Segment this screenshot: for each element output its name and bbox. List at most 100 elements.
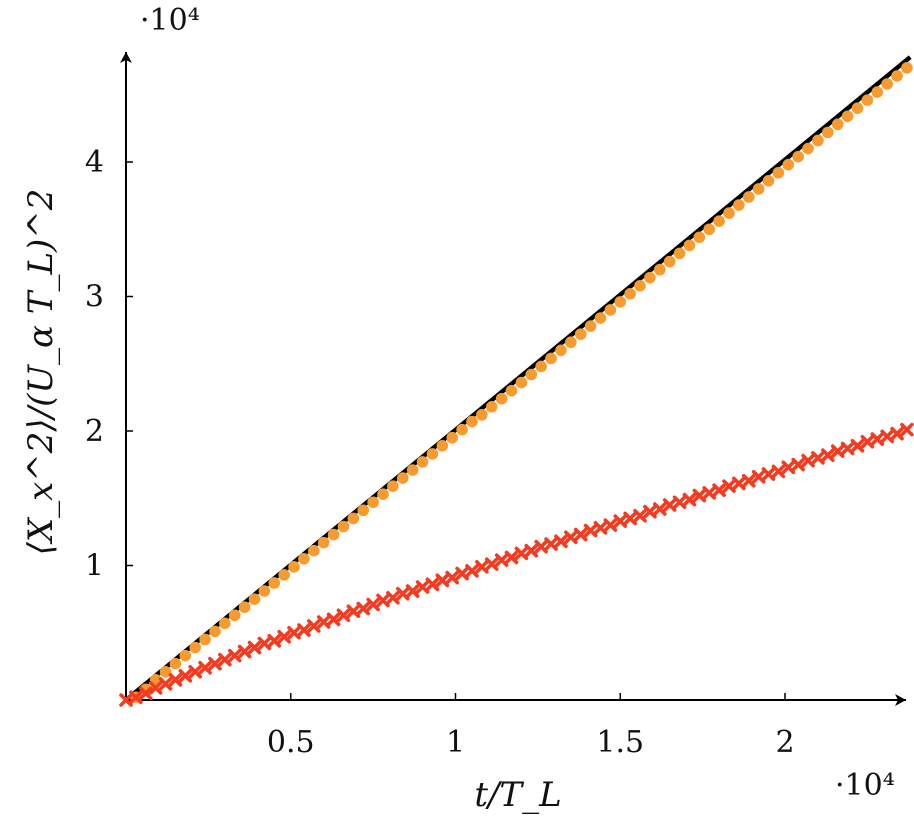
orange-circle-point <box>831 118 844 131</box>
orange-circle-point <box>792 150 804 163</box>
red-x-point <box>583 523 598 538</box>
orange-circle-point <box>238 601 251 613</box>
orange-circle-point <box>268 577 281 589</box>
orange-circle-point <box>248 593 261 605</box>
red-x-point <box>623 511 637 526</box>
red-x-point <box>395 586 410 601</box>
red-x-point <box>554 534 568 549</box>
red-x-point <box>346 604 361 619</box>
red-x-point <box>178 668 193 683</box>
red-x-point <box>682 492 697 507</box>
orange-circle-point <box>881 78 893 90</box>
orange-circle-point <box>169 657 182 670</box>
x-tick-label: 2 <box>775 725 794 760</box>
red-x-point <box>415 580 430 594</box>
red-x-point <box>218 652 232 667</box>
orange-circle-point <box>298 552 310 565</box>
red-x-point <box>662 498 677 512</box>
red-x-point <box>751 469 766 484</box>
red-x-point <box>247 640 262 655</box>
red-x-point <box>405 584 420 598</box>
orange-circle-point <box>782 158 795 171</box>
orange-circle-point <box>871 86 884 98</box>
orange-circle-point <box>337 520 350 533</box>
orange-circle-point <box>733 199 745 211</box>
red-x-point <box>534 539 548 554</box>
plot-series <box>119 55 914 707</box>
orange-circle-point <box>594 312 607 324</box>
orange-circle-point <box>209 625 221 638</box>
labels: ·10⁴ ·10⁴ 0.5 1 1.5 2 1 2 3 4 t/T_L ⟨X_x^2⟩/(U_α … <box>21 3 895 815</box>
orange-circle-point <box>742 191 755 203</box>
red-x-point <box>860 434 875 449</box>
red-x-point <box>771 464 786 479</box>
red-x-point <box>811 451 825 465</box>
red-x-point <box>168 673 183 687</box>
red-x-point <box>425 577 440 592</box>
red-x-point <box>158 677 173 691</box>
red-x-point <box>366 597 380 612</box>
x-scale-label: ·10⁴ <box>835 768 895 803</box>
orange-circle-point <box>713 215 725 227</box>
red-x-point <box>761 467 776 481</box>
red-x-point <box>297 623 311 637</box>
orange-circle-point <box>377 488 389 501</box>
orange-circle-point <box>673 247 686 260</box>
x-tick-label: 1.5 <box>596 725 644 760</box>
orange-circle-point <box>416 456 429 468</box>
axes <box>120 52 906 706</box>
orange-circle-point <box>525 368 538 381</box>
red-x-point <box>386 590 400 605</box>
y-tick-label: 3 <box>85 280 104 315</box>
y-scale-label: ·10⁴ <box>140 3 200 38</box>
red-x-point <box>722 479 736 493</box>
orange-circle-point <box>693 231 706 244</box>
red-x-point <box>465 564 479 578</box>
red-x-point <box>564 530 578 545</box>
orange-circle-point <box>426 448 439 460</box>
orange-circle-point <box>485 400 498 413</box>
orange-circle-point <box>466 415 478 428</box>
orange-circle-point <box>357 504 370 517</box>
orange-circle-point <box>703 223 716 236</box>
orange-circle-point <box>219 617 231 630</box>
y-axis-title: ⟨X_x^2⟩/(U_α T_L)^2 <box>21 189 61 556</box>
orange-circle-point <box>288 561 300 573</box>
red-x-point <box>445 570 460 585</box>
orange-circle-point <box>555 344 567 357</box>
red-x-point <box>880 429 894 444</box>
orange-circle-point <box>347 512 360 525</box>
red-x-point <box>821 448 835 463</box>
orange-circle-point <box>159 665 172 678</box>
y-tick-label: 4 <box>85 145 104 180</box>
red-x-point <box>119 693 133 707</box>
red-x-point <box>781 460 796 475</box>
red-x-point <box>573 527 588 542</box>
red-x-point <box>376 593 390 608</box>
orange-circle-point <box>634 279 646 292</box>
red-x-point <box>277 629 291 644</box>
orange-circle-point <box>822 126 834 139</box>
red-x-point <box>801 453 815 468</box>
red-x-point <box>208 656 222 671</box>
orange-circle-point <box>278 569 290 581</box>
red-x-point <box>148 681 163 695</box>
orange-circle-point <box>802 142 814 155</box>
red-x-point <box>267 634 282 648</box>
y-tick-label: 2 <box>85 414 104 449</box>
orange-circle-point <box>199 633 211 646</box>
orange-circle-point <box>683 239 696 252</box>
orange-circle-point <box>861 94 874 106</box>
orange-circle-point <box>841 110 854 123</box>
red-x-point <box>524 543 539 558</box>
red-x-point <box>840 441 855 456</box>
orange-circle-point <box>317 536 330 549</box>
red-x-point <box>336 608 351 623</box>
orange-circle-point <box>308 544 320 557</box>
red-x-point <box>138 686 153 701</box>
orange-circle-point <box>614 296 627 308</box>
red-x-point <box>129 690 143 705</box>
orange-circle-point <box>446 431 459 444</box>
orange-circle-point <box>387 480 399 492</box>
red-x-point <box>593 521 608 535</box>
